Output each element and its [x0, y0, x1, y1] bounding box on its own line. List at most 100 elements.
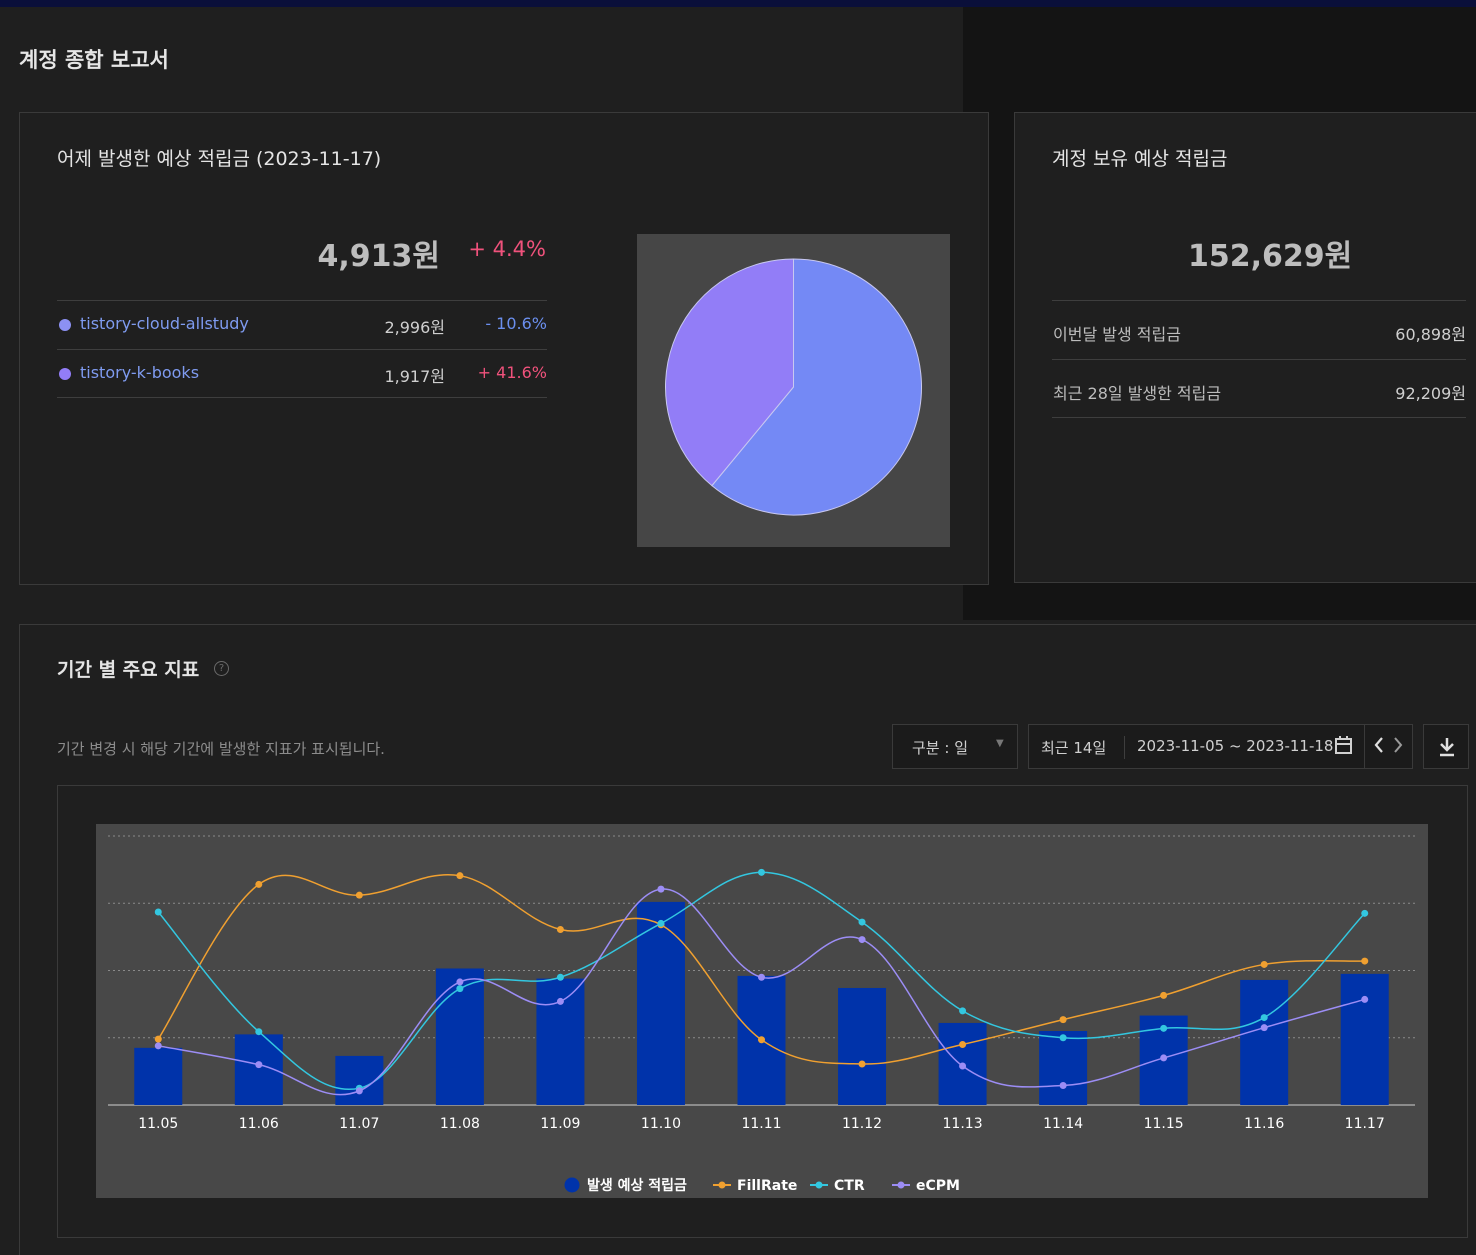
chevron-down-icon: ▼ [996, 738, 1004, 749]
chevron-right-icon[interactable] [1392, 735, 1404, 759]
yesterday-earnings-card: 어제 발생한 예상 적립금 (2023-11-17) 4,913원 + 4.4%… [19, 112, 989, 585]
chevron-left-icon[interactable] [1373, 735, 1385, 759]
metrics-chart: 11.05 11.06 11.07 11.08 11.09 11.10 11.11 11.12… [96, 824, 1428, 1198]
x-tick-label: 11.07 [339, 1116, 379, 1132]
data-point[interactable] [1059, 1081, 1067, 1089]
data-point[interactable] [154, 1042, 162, 1050]
bar[interactable] [1039, 1031, 1088, 1105]
x-tick-label: 11.09 [540, 1116, 580, 1132]
data-point[interactable] [1160, 1024, 1168, 1032]
data-point[interactable] [456, 978, 464, 986]
page-title: 계정 종합 보고서 [19, 48, 169, 72]
site-name-link[interactable]: tistory-k-books [80, 363, 200, 382]
legend-marker [815, 1181, 823, 1189]
x-tick-label: 11.16 [1244, 1116, 1284, 1132]
x-tick-label: 11.15 [1144, 1116, 1184, 1132]
data-point[interactable] [556, 973, 564, 981]
x-tick-label: 11.10 [641, 1116, 681, 1132]
data-point[interactable] [154, 1035, 162, 1043]
balance-row: 이번달 발생 적립금 60,898원 [1052, 300, 1466, 359]
data-point[interactable] [858, 918, 866, 926]
legend-dot [59, 319, 71, 331]
data-point[interactable] [657, 919, 665, 927]
bar[interactable] [838, 987, 887, 1105]
site-row: tistory-k-books 1,917원 + 41.6% [57, 349, 547, 398]
data-point[interactable] [959, 1007, 967, 1015]
balance-row-value: 92,209원 [1395, 384, 1466, 403]
data-point[interactable] [355, 1087, 363, 1095]
data-point[interactable] [657, 885, 665, 893]
balance-row: 최근 28일 발생한 적립금 92,209원 [1052, 359, 1466, 418]
date-range-picker[interactable]: 최근 14일 2023-11-05 ~ 2023-11-18 [1028, 724, 1413, 769]
data-point[interactable] [1260, 960, 1268, 968]
data-point[interactable] [959, 1062, 967, 1070]
data-point[interactable] [1260, 1024, 1268, 1032]
pie-svg [665, 258, 922, 516]
data-point[interactable] [959, 1040, 967, 1048]
data-point[interactable] [1059, 1016, 1067, 1024]
balance-card: 계정 보유 예상 적립금 152,629원 이번달 발생 적립금 60,898원… [1014, 112, 1476, 583]
calendar-icon[interactable] [1334, 734, 1354, 760]
site-row: tistory-cloud-allstudy 2,996원 - 10.6% [57, 300, 547, 349]
range-label[interactable]: 최근 14일 [1041, 739, 1107, 757]
data-point[interactable] [758, 868, 765, 876]
top-bar [0, 0, 1476, 7]
bar[interactable] [636, 901, 685, 1105]
bar[interactable] [1240, 979, 1289, 1105]
x-tick-label: 11.12 [842, 1116, 882, 1132]
site-value: 1,917원 [384, 367, 445, 386]
site-change: + 41.6% [477, 363, 547, 382]
legend-marker [897, 1181, 905, 1189]
x-tick-label: 11.08 [440, 1116, 480, 1132]
data-point[interactable] [1160, 991, 1168, 999]
data-point[interactable] [1361, 909, 1369, 917]
data-point[interactable] [154, 908, 162, 916]
data-point[interactable] [1361, 957, 1369, 965]
data-point[interactable] [255, 880, 263, 888]
legend-marker [564, 1177, 580, 1193]
data-point[interactable] [1361, 995, 1369, 1003]
legend-label: eCPM [916, 1178, 960, 1194]
bar[interactable] [1340, 973, 1389, 1105]
data-point[interactable] [1260, 1014, 1268, 1022]
data-point[interactable] [858, 936, 866, 944]
metrics-card-title: 기간 별 주요 지표 [57, 659, 200, 681]
data-point[interactable] [556, 925, 564, 933]
data-point[interactable] [858, 1060, 866, 1068]
data-point[interactable] [1160, 1054, 1168, 1062]
pie-slice[interactable] [711, 258, 922, 516]
divider [1124, 736, 1125, 759]
balance-row-label: 이번달 발생 적립금 [1053, 325, 1181, 344]
site-name-link[interactable]: tistory-cloud-allstudy [80, 314, 249, 333]
bar[interactable] [134, 1047, 183, 1105]
date-range-text[interactable]: 2023-11-05 ~ 2023-11-18 [1137, 737, 1334, 755]
legend-label: 발생 예상 적립금 [587, 1177, 687, 1194]
legend-item[interactable]: FillRate [713, 1178, 797, 1194]
legend-item[interactable]: eCPM [892, 1178, 960, 1194]
data-point[interactable] [255, 1061, 263, 1069]
yesterday-change: + 4.4% [468, 237, 546, 261]
pie-slice[interactable] [665, 258, 794, 487]
legend-label: FillRate [737, 1178, 797, 1194]
x-tick-label: 11.17 [1345, 1116, 1385, 1132]
data-point[interactable] [355, 891, 363, 899]
x-tick-label: 11.14 [1043, 1116, 1083, 1132]
help-icon[interactable]: ? [214, 661, 229, 676]
bar[interactable] [536, 978, 585, 1105]
data-point[interactable] [255, 1028, 263, 1036]
data-point[interactable] [758, 1036, 765, 1044]
data-point[interactable] [758, 973, 765, 981]
site-change: - 10.6% [485, 314, 547, 333]
data-point[interactable] [1059, 1034, 1067, 1042]
legend-item[interactable]: 발생 예상 적립금 [564, 1177, 688, 1194]
divider [1364, 725, 1365, 768]
download-button[interactable] [1423, 724, 1469, 769]
unit-select-value: 구분 : 일 [912, 739, 968, 757]
data-point[interactable] [456, 985, 464, 993]
unit-select[interactable]: 구분 : 일 ▼ [892, 724, 1018, 769]
legend-item[interactable]: CTR [810, 1178, 865, 1194]
data-point[interactable] [456, 872, 464, 880]
metrics-chart-frame: 11.05 11.06 11.07 11.08 11.09 11.10 11.11 11.12… [57, 785, 1468, 1238]
data-point[interactable] [556, 997, 564, 1005]
balance-card-title: 계정 보유 예상 적립금 [1052, 148, 1228, 170]
